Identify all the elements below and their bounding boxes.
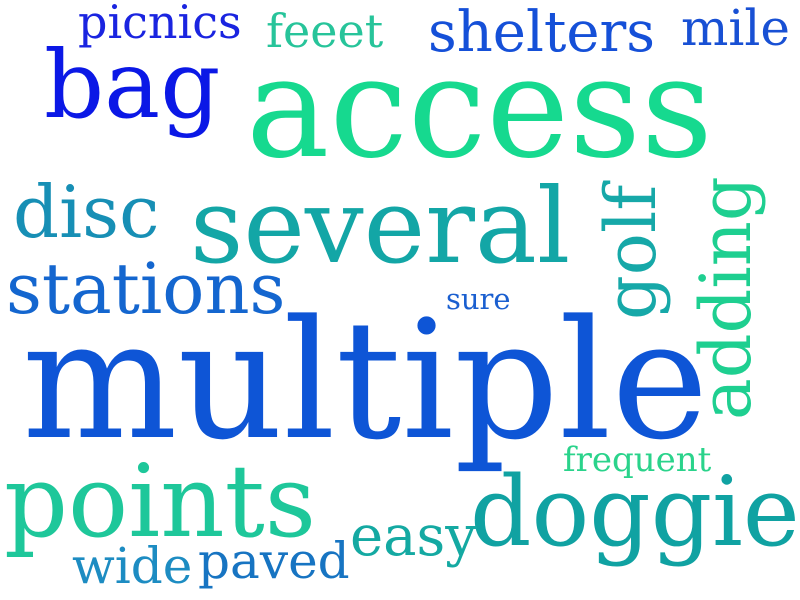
word-frequent: frequent — [563, 440, 712, 480]
word-sure: sure — [446, 282, 511, 316]
word-adding: adding — [685, 176, 767, 420]
word-wide: wide — [72, 537, 192, 595]
word-mile: mile — [681, 0, 790, 57]
word-bag: bag — [44, 31, 220, 140]
word-feeet: feeet — [266, 4, 384, 58]
word-several: several — [190, 165, 570, 287]
word-access: access — [246, 27, 713, 190]
word-points: points — [4, 443, 316, 560]
word-paved: paved — [198, 532, 350, 590]
word-disc: disc — [13, 170, 159, 254]
word-doggie: doggie — [470, 456, 800, 568]
word-picnics: picnics — [78, 0, 242, 49]
word-stations: stations — [6, 248, 285, 330]
word-shelters: shelters — [428, 0, 655, 65]
word-golf: golf — [590, 180, 672, 320]
word-easy: easy — [350, 504, 477, 569]
word-multiple: multiple — [22, 285, 708, 476]
